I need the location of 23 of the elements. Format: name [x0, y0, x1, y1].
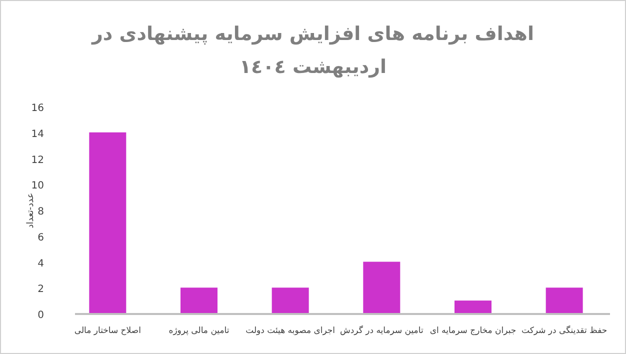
y-tick-label: 12: [31, 154, 44, 166]
y-axis-title: عدد-تعداد: [26, 192, 36, 228]
x-tick-label: اصلاح ساختار مالی: [74, 326, 141, 336]
x-tick-label: تامین سرمایه در گردش: [340, 325, 424, 336]
title: اهداف برنامه های افزایش سرمایه پیشنهادی در اردیبهشت ١٤٠٤: [92, 23, 534, 78]
bar: [546, 288, 583, 314]
bar: [89, 132, 126, 314]
y-tick-label: 16: [31, 103, 44, 114]
y-tick-label: 14: [31, 128, 44, 140]
y-tick-label: 2: [38, 284, 44, 296]
x-tick-label: تامین مالی پروژه: [168, 326, 230, 336]
y-tick-label: 8: [38, 206, 44, 218]
bar: [454, 300, 492, 314]
y-tick-label: 0: [38, 310, 44, 321]
x-tick-label: جبران مخارج سرمایه ای: [430, 326, 516, 336]
y-tick-label: 10: [31, 180, 44, 192]
y-tick-label: 4: [38, 258, 44, 270]
x-tick-label: اجرای مصوبه هیئت دولت: [246, 326, 336, 336]
y-tick-label: 6: [38, 232, 44, 244]
x-tick-label: حفظ تقدینگی در شرکت: [521, 325, 608, 336]
bar: [180, 288, 218, 314]
bar: [363, 262, 400, 314]
bar: [272, 288, 309, 314]
